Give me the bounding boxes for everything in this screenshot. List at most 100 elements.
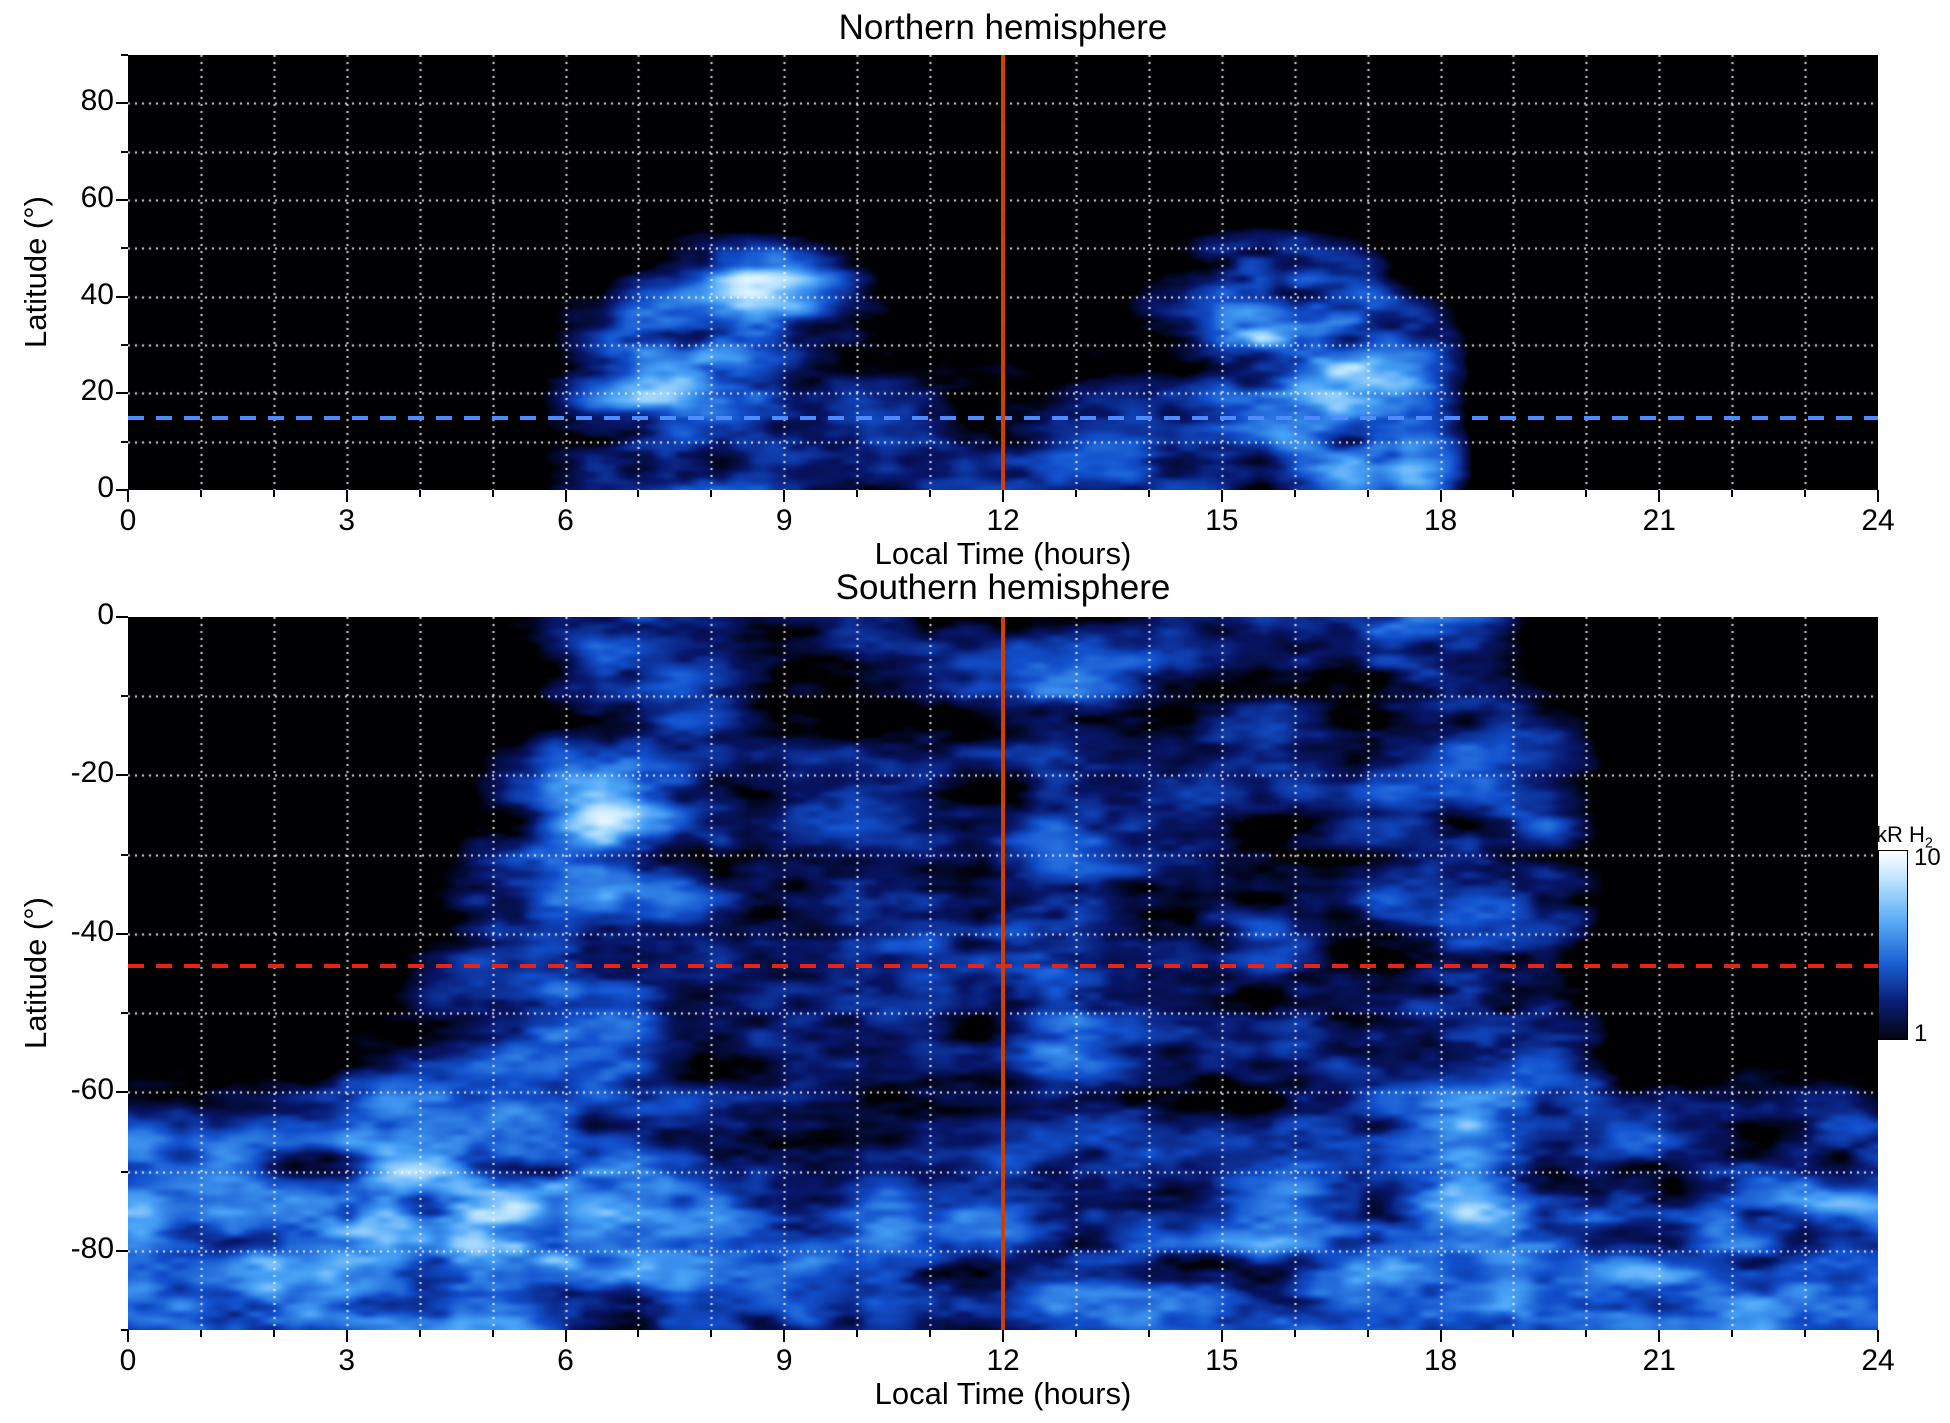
y-tick-south bbox=[121, 1329, 128, 1331]
x-tick-south bbox=[127, 1330, 129, 1342]
x-tick-label-south: 15 bbox=[1205, 1344, 1239, 1377]
x-tick-label-south: 12 bbox=[986, 1344, 1020, 1377]
y-tick-north bbox=[121, 54, 128, 56]
y-tick-north bbox=[121, 440, 128, 443]
x-tick-south bbox=[491, 1330, 494, 1337]
x-tick-label-north: 0 bbox=[119, 504, 137, 537]
y-tick-north bbox=[116, 295, 128, 298]
y-tick-south bbox=[121, 853, 128, 856]
x-tick-south bbox=[1804, 1330, 1807, 1337]
x-tick-north bbox=[1804, 490, 1807, 497]
x-tick-south bbox=[1002, 1330, 1004, 1342]
x-tick-south bbox=[1220, 1330, 1223, 1342]
panel-title-north: Northern hemisphere bbox=[838, 8, 1168, 47]
colorbar-gradient-bar bbox=[1878, 850, 1908, 1040]
x-tick-north bbox=[1366, 490, 1369, 497]
x-tick-south bbox=[1731, 1330, 1734, 1337]
x-axis-label-south: Local Time (hours) bbox=[874, 1376, 1132, 1411]
x-tick-south bbox=[1293, 1330, 1296, 1337]
x-tick-label-south: 24 bbox=[1861, 1344, 1895, 1377]
x-tick-north bbox=[637, 490, 640, 497]
y-tick-south bbox=[121, 695, 128, 698]
y-tick-south bbox=[116, 932, 128, 935]
y-axis-label-north: Latitude (°) bbox=[18, 196, 53, 348]
x-tick-south bbox=[1366, 1330, 1369, 1337]
x-tick-south bbox=[418, 1330, 421, 1337]
y-tick-label-south: -20 bbox=[70, 756, 114, 790]
colorbar-max-label: 10 bbox=[1914, 844, 1941, 871]
y-tick-label-south: -40 bbox=[70, 914, 114, 948]
x-tick-north bbox=[1002, 490, 1004, 502]
x-tick-south bbox=[637, 1330, 640, 1337]
y-tick-label-north: 0 bbox=[97, 471, 114, 504]
x-tick-label-north: 15 bbox=[1205, 504, 1239, 537]
noon-vertical-line-north bbox=[1001, 55, 1005, 490]
colorbar-min-label: 1 bbox=[1914, 1020, 1928, 1047]
x-tick-south bbox=[1585, 1330, 1588, 1337]
x-tick-label-south: 18 bbox=[1423, 1344, 1458, 1377]
x-tick-north bbox=[418, 490, 421, 497]
x-tick-north bbox=[1877, 490, 1879, 502]
y-tick-label-south: 0 bbox=[97, 598, 114, 631]
x-tick-south bbox=[199, 1330, 202, 1337]
x-tick-south bbox=[929, 1330, 932, 1337]
x-tick-north bbox=[856, 490, 859, 497]
x-tick-south bbox=[1512, 1330, 1515, 1337]
colorbar: kR H2 10 1 bbox=[1876, 822, 1950, 1058]
x-tick-north bbox=[1585, 490, 1588, 497]
y-tick-label-north: 20 bbox=[80, 374, 114, 408]
x-tick-north bbox=[710, 490, 713, 497]
y-tick-label-north: 40 bbox=[80, 277, 114, 311]
x-tick-label-south: 21 bbox=[1642, 1344, 1676, 1377]
x-tick-north bbox=[491, 490, 494, 497]
y-tick-north bbox=[116, 102, 128, 105]
noon-vertical-line-south bbox=[1001, 617, 1005, 1330]
y-tick-south bbox=[121, 1170, 128, 1173]
x-tick-south bbox=[856, 1330, 859, 1337]
x-tick-north bbox=[929, 490, 932, 497]
y-tick-south bbox=[116, 616, 128, 618]
x-tick-label-south: 6 bbox=[557, 1344, 574, 1377]
x-tick-label-north: 21 bbox=[1642, 504, 1676, 537]
x-tick-south bbox=[710, 1330, 713, 1337]
x-tick-label-north: 3 bbox=[338, 504, 356, 537]
x-tick-north bbox=[1731, 490, 1734, 497]
x-tick-south bbox=[783, 1330, 786, 1342]
y-tick-north bbox=[116, 392, 128, 395]
x-tick-north bbox=[1658, 490, 1661, 502]
plot-area-south bbox=[128, 617, 1878, 1330]
y-tick-north bbox=[116, 489, 128, 491]
y-tick-label-south: -80 bbox=[70, 1231, 114, 1265]
x-tick-south bbox=[1877, 1330, 1879, 1342]
y-tick-label-south: -60 bbox=[70, 1073, 114, 1107]
x-tick-north bbox=[1293, 490, 1296, 497]
x-tick-south bbox=[1074, 1330, 1077, 1337]
x-tick-label-north: 9 bbox=[775, 504, 793, 537]
x-tick-south bbox=[272, 1330, 275, 1337]
x-tick-north bbox=[272, 490, 275, 497]
y-tick-north bbox=[121, 247, 128, 250]
x-tick-south bbox=[1147, 1330, 1150, 1337]
x-tick-north bbox=[783, 490, 786, 502]
y-tick-north bbox=[121, 344, 128, 346]
x-tick-label-north: 24 bbox=[1861, 504, 1895, 537]
colorbar-label: kR H2 bbox=[1876, 822, 1933, 852]
x-tick-label-south: 3 bbox=[338, 1344, 356, 1377]
x-tick-label-north: 6 bbox=[557, 504, 574, 537]
x-tick-north bbox=[1147, 490, 1150, 497]
x-tick-north bbox=[1074, 490, 1077, 497]
x-tick-label-south: 9 bbox=[775, 1344, 793, 1377]
panel-title-south: Southern hemisphere bbox=[835, 568, 1171, 607]
y-tick-south bbox=[121, 1012, 128, 1015]
y-tick-north bbox=[116, 199, 128, 201]
x-tick-south bbox=[345, 1330, 348, 1342]
x-tick-north bbox=[1439, 490, 1442, 502]
x-tick-south bbox=[1439, 1330, 1442, 1342]
x-tick-north bbox=[1512, 490, 1515, 497]
plot-area-north bbox=[128, 55, 1878, 490]
x-tick-north bbox=[199, 490, 202, 497]
x-tick-north bbox=[127, 490, 129, 502]
x-tick-north bbox=[345, 490, 348, 502]
x-tick-north bbox=[1220, 490, 1223, 502]
